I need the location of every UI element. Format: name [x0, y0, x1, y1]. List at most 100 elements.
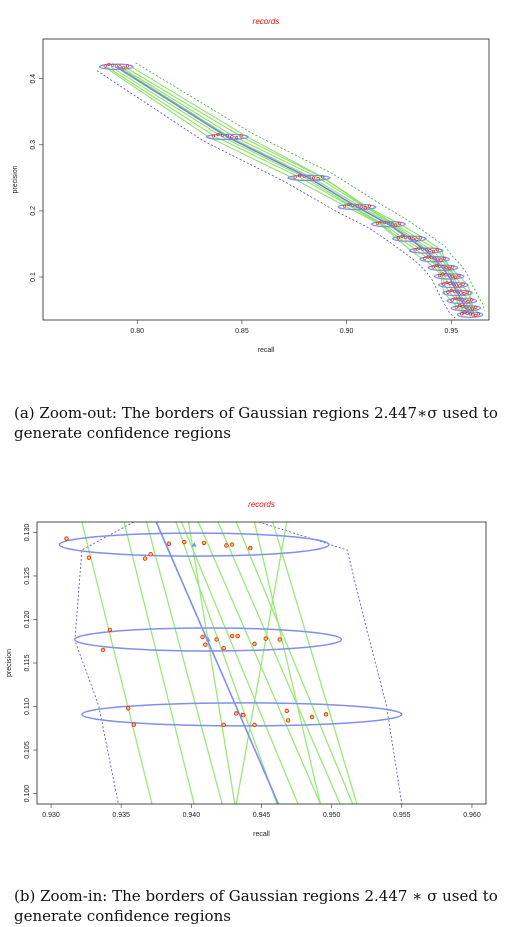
sample-point: [363, 206, 367, 210]
plot-frame: [36, 521, 487, 805]
sample-point: [466, 300, 470, 304]
sample-point: [449, 288, 453, 293]
sample-point: [439, 258, 443, 262]
sample-point: [285, 718, 291, 723]
sample-point: [367, 204, 372, 208]
sample-point: [461, 282, 465, 286]
sample-point: [201, 540, 207, 546]
bootstrap-curve: [104, 66, 464, 316]
x-tick-label: 0.955: [393, 812, 411, 819]
x-tick-label: 0.85: [235, 328, 249, 335]
sample-point: [447, 266, 451, 271]
plot-area: [58, 522, 403, 804]
sample-point: [442, 282, 446, 286]
sample-point: [126, 706, 131, 711]
sample-point: [103, 64, 107, 68]
x-tick-label: 0.90: [340, 328, 354, 335]
chart-title: records: [248, 500, 275, 509]
y-tick-label: 0.115: [24, 654, 31, 671]
sample-point: [252, 722, 257, 727]
sample-point: [428, 248, 432, 253]
sample-point: [241, 713, 246, 718]
sample-point: [451, 265, 455, 269]
sample-point: [221, 646, 226, 651]
sample-point: [234, 711, 239, 716]
sample-point: [221, 722, 226, 727]
sample-point: [131, 722, 137, 727]
gaussian-ellipse: [337, 203, 377, 211]
sample-point: [418, 236, 423, 240]
sample-point: [166, 541, 172, 546]
bootstrap-curve: [217, 522, 341, 804]
sample-point: [142, 556, 148, 561]
sample-point: [460, 312, 464, 316]
sample-point: [468, 312, 472, 316]
sample-point: [182, 539, 187, 545]
confidence-border-lower: [96, 70, 456, 319]
sample-point: [284, 708, 289, 714]
sample-point: [148, 552, 153, 557]
y-axis-label: precision: [6, 649, 13, 677]
bootstrap-curve: [235, 522, 288, 804]
sample-point: [235, 633, 240, 639]
sample-point: [411, 237, 415, 241]
bootstrap-curve: [117, 66, 473, 315]
sample-point: [437, 273, 442, 278]
sample-point: [309, 714, 315, 720]
sample-point: [397, 221, 402, 225]
x-axis-label: recall: [253, 831, 270, 838]
sample-point: [107, 627, 113, 633]
y-tick-label: 0.3: [30, 140, 37, 150]
sample-point: [445, 280, 449, 285]
x-tick-label: 0.940: [183, 812, 201, 819]
sample-point: [211, 134, 216, 138]
gaussian-ellipse: [442, 289, 473, 297]
x-tick-label: 0.945: [253, 812, 271, 819]
y-tick-label: 0.4: [30, 74, 37, 84]
sample-point: [86, 555, 92, 560]
sample-point: [125, 64, 129, 68]
sample-point: [454, 305, 458, 309]
sample-point: [200, 634, 205, 640]
bootstrap-curve: [187, 522, 236, 804]
gaussian-ellipse: [371, 220, 406, 228]
x-tick-label: 0.95: [444, 328, 458, 335]
sample-point: [316, 177, 320, 181]
gaussian-ellipse: [205, 133, 249, 141]
sample-point: [359, 205, 363, 209]
sample-point: [216, 132, 220, 137]
sample-point: [463, 299, 467, 303]
sample-point: [450, 298, 454, 302]
x-tick-label: 0.80: [130, 328, 144, 335]
sample-point: [111, 63, 115, 67]
sample-point: [448, 281, 452, 285]
gaussian-ellipse: [450, 304, 482, 312]
sample-point: [415, 237, 419, 242]
zoom-in-chart: records 0.930 0.935 0.940 0.945 0.950 0.955 0.9…: [6, 500, 487, 838]
gaussian-ellipse: [419, 255, 450, 263]
sample-point: [457, 304, 462, 308]
y-tick-label: 0.2: [30, 206, 37, 216]
gaussian-ellipse: [408, 247, 444, 254]
sample-point: [441, 272, 445, 276]
sample-point: [426, 255, 430, 259]
sample-point: [431, 249, 436, 253]
sample-point: [375, 221, 380, 225]
zoom-out-chart: records 0.80 0.85 0.90 0.95 0.1 0.2 0.3 0.4 recal…: [12, 17, 490, 354]
sample-point: [263, 636, 268, 641]
sample-point: [469, 298, 474, 302]
confidence-border-left: [74, 522, 134, 804]
sample-point: [463, 310, 467, 314]
sample-point: [455, 283, 459, 287]
y-tick-label: 0.120: [24, 611, 31, 629]
ellipse-center-marker: [205, 637, 211, 642]
plot-frame: [42, 38, 490, 321]
sample-point: [444, 266, 448, 270]
sample-point: [462, 292, 466, 296]
gaussian-ellipse: [58, 532, 330, 557]
sample-point: [293, 175, 297, 179]
sample-point: [311, 176, 316, 180]
sample-point: [394, 223, 398, 227]
gaussian-ellipse: [81, 702, 403, 727]
sample-point: [230, 135, 234, 139]
